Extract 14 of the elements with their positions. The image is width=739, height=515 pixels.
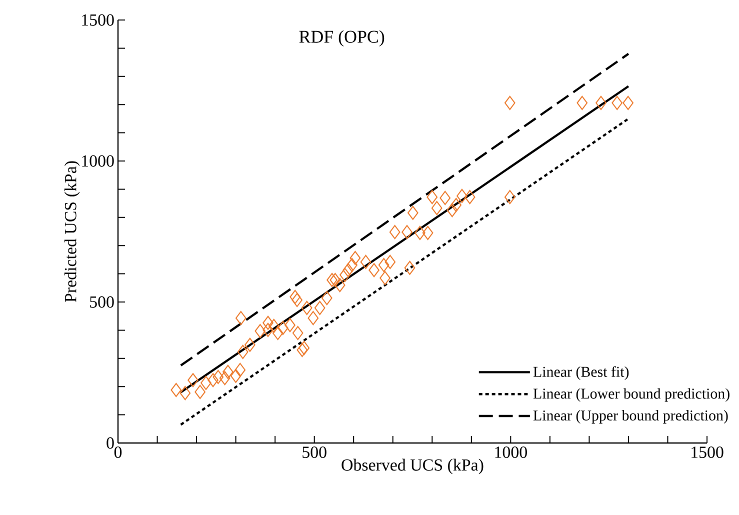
x-axis-title: Observed UCS (kPa)	[342, 458, 484, 474]
x-tick-label: 500	[302, 446, 326, 458]
x-tick-label: 1000	[495, 446, 527, 458]
y-tick-label: 1000	[82, 155, 114, 167]
x-tick-label: 1500	[692, 446, 724, 458]
legend-label: Linear (Lower bound prediction)	[533, 388, 730, 402]
y-tick-label: 500	[90, 296, 114, 308]
legend-label: Linear (Upper bound prediction)	[533, 410, 728, 424]
y-tick-label: 0	[106, 437, 114, 449]
y-axis-title: Predicted UCS (kPa)	[64, 161, 80, 302]
x-tick-label: 0	[114, 446, 122, 458]
legend-label: Linear (Best fit)	[533, 366, 629, 380]
y-tick-label: 1500	[82, 14, 114, 26]
text: RDF (OPC)	[299, 30, 384, 46]
